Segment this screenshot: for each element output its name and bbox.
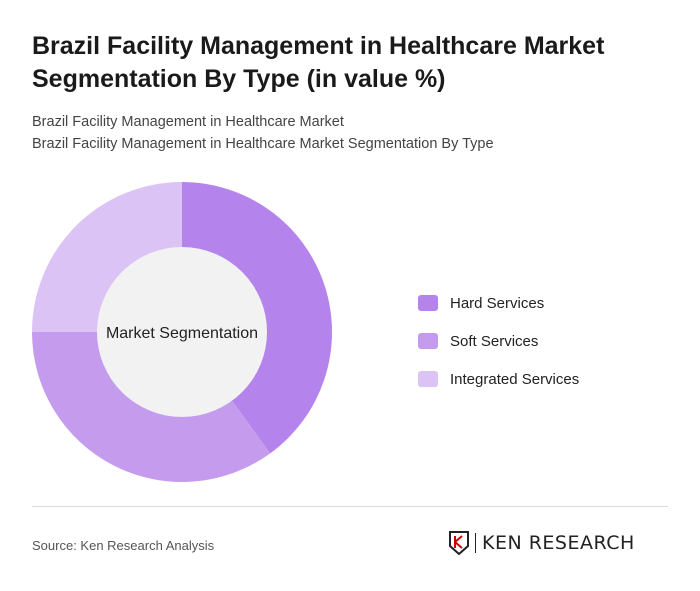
- chart-subtitle: Brazil Facility Management in Healthcare…: [32, 114, 344, 130]
- legend-item: Hard Services: [418, 284, 579, 322]
- legend-label: Soft Services: [450, 332, 539, 350]
- legend-item: Integrated Services: [418, 360, 579, 398]
- legend-swatch: [418, 333, 438, 349]
- legend-label: Integrated Services: [450, 370, 580, 388]
- legend-item: Soft Services: [418, 322, 579, 360]
- source-note: Source: Ken Research Analysis: [32, 538, 215, 553]
- logo-icon: [449, 531, 469, 555]
- donut-hole: [97, 247, 267, 417]
- legend-swatch: [418, 295, 438, 311]
- legend-label: Hard Services: [450, 294, 545, 312]
- ken-research-logo: KEN RESEARCH: [448, 531, 635, 555]
- legend-swatch: [418, 371, 438, 387]
- logo-text: KEN RESEARCH: [482, 532, 635, 554]
- chart-title: Brazil Facility Management in Healthcare…: [32, 32, 605, 93]
- legend: Hard Services Soft Services Integrated Ser…: [418, 284, 579, 398]
- chart-subtitle-2: Brazil Facility Management in Healthcare…: [32, 136, 494, 152]
- divider: [32, 506, 668, 507]
- center-label: Market Segmentation: [106, 325, 258, 342]
